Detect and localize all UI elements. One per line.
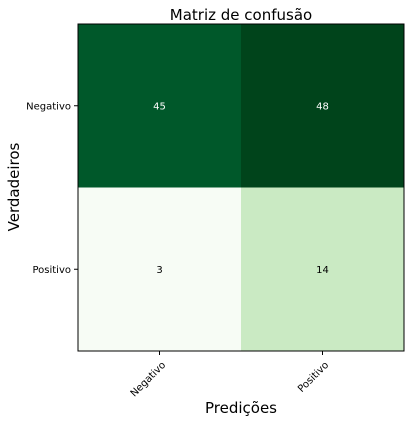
cell-value-label: 14	[316, 265, 329, 276]
y-tick-label: Negativo	[26, 101, 71, 112]
x-tick-label: Negativo	[129, 360, 168, 399]
heatmap-cell	[78, 187, 241, 351]
plot-frame	[77, 23, 405, 352]
cell-value-label: 45	[153, 101, 166, 112]
y-tick-label: Positivo	[32, 265, 71, 276]
heatmap-cell	[78, 24, 241, 188]
heatmap-cells: 45 48 3 14	[78, 24, 404, 351]
x-axis-title: Predições	[205, 399, 277, 417]
heatmap-cell	[241, 187, 404, 351]
cell-value-label: 48	[316, 101, 329, 112]
heatmap-cell	[241, 24, 404, 188]
chart-title: Matriz de confusão	[170, 6, 312, 24]
cell-value-label: 3	[156, 265, 162, 276]
y-axis-title: Verdadeiros	[5, 142, 23, 231]
x-tick-label: Positivo	[296, 360, 331, 395]
